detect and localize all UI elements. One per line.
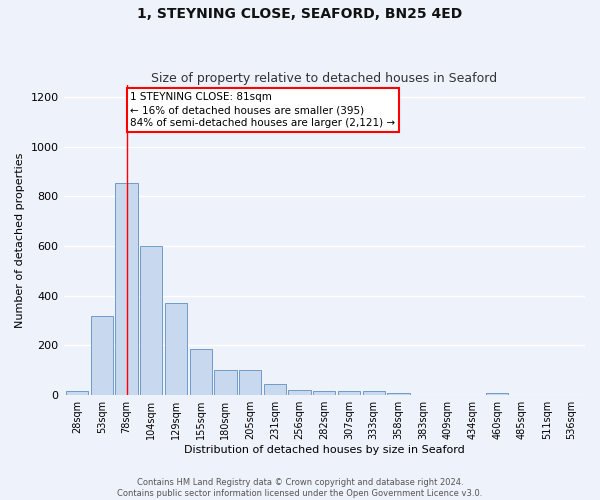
Title: Size of property relative to detached houses in Seaford: Size of property relative to detached ho…	[151, 72, 497, 85]
Bar	[66, 392, 88, 395]
Text: Contains HM Land Registry data © Crown copyright and database right 2024.
Contai: Contains HM Land Registry data © Crown c…	[118, 478, 482, 498]
Bar	[214, 370, 236, 395]
Y-axis label: Number of detached properties: Number of detached properties	[15, 152, 25, 328]
X-axis label: Distribution of detached houses by size in Seaford: Distribution of detached houses by size …	[184, 445, 464, 455]
Bar	[338, 391, 360, 395]
Bar	[362, 391, 385, 395]
Bar	[264, 384, 286, 395]
Bar	[313, 390, 335, 395]
Bar	[486, 392, 508, 395]
Bar	[387, 393, 410, 395]
Bar	[115, 182, 137, 395]
Bar	[239, 370, 261, 395]
Text: 1 STEYNING CLOSE: 81sqm
← 16% of detached houses are smaller (395)
84% of semi-d: 1 STEYNING CLOSE: 81sqm ← 16% of detache…	[130, 92, 395, 128]
Bar	[91, 316, 113, 395]
Bar	[190, 349, 212, 395]
Bar	[289, 390, 311, 395]
Text: 1, STEYNING CLOSE, SEAFORD, BN25 4ED: 1, STEYNING CLOSE, SEAFORD, BN25 4ED	[137, 8, 463, 22]
Bar	[165, 303, 187, 395]
Bar	[140, 246, 163, 395]
